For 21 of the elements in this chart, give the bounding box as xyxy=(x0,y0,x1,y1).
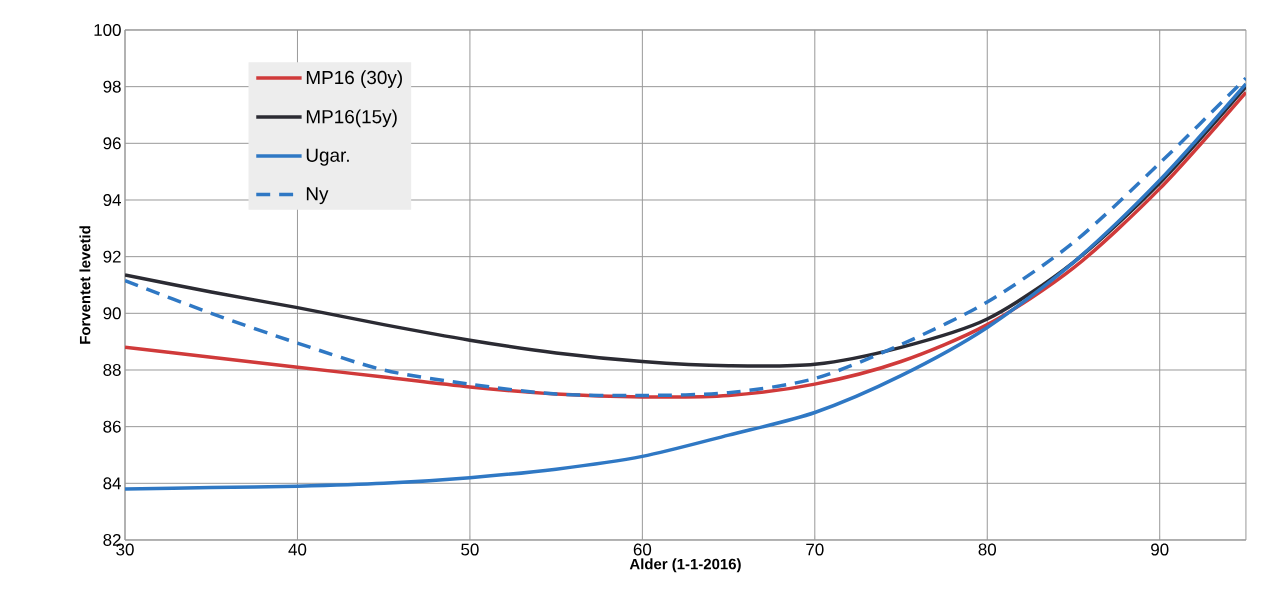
legend-label: MP16 (30y) xyxy=(306,70,402,88)
y-tick-label: 98 xyxy=(103,80,121,93)
y-tick-label: 92 xyxy=(103,250,121,263)
x-tick-label: 60 xyxy=(633,543,652,556)
x-axis-title: Alder (1-1-2016) xyxy=(629,558,741,573)
y-tick-label: 100 xyxy=(94,23,121,36)
legend-label: MP16(15y) xyxy=(306,109,397,128)
y-tick-label: 84 xyxy=(103,477,121,490)
y-tick-label: 94 xyxy=(103,193,121,206)
x-tick-label: 80 xyxy=(978,543,997,556)
y-tick-label: 86 xyxy=(103,420,121,433)
x-tick-label: 50 xyxy=(461,543,479,556)
y-tick-label: 90 xyxy=(103,307,121,320)
y-axis-title: Forventet levetid xyxy=(79,226,91,344)
legend-label: Ugar. xyxy=(306,148,349,166)
y-tick-label: 96 xyxy=(103,137,121,150)
y-tick-label: 88 xyxy=(103,363,121,376)
x-tick-label: 70 xyxy=(806,543,824,556)
legend-label: Ny xyxy=(306,187,329,205)
x-tick-label: 90 xyxy=(1151,543,1169,556)
x-tick-label: 40 xyxy=(288,543,307,556)
